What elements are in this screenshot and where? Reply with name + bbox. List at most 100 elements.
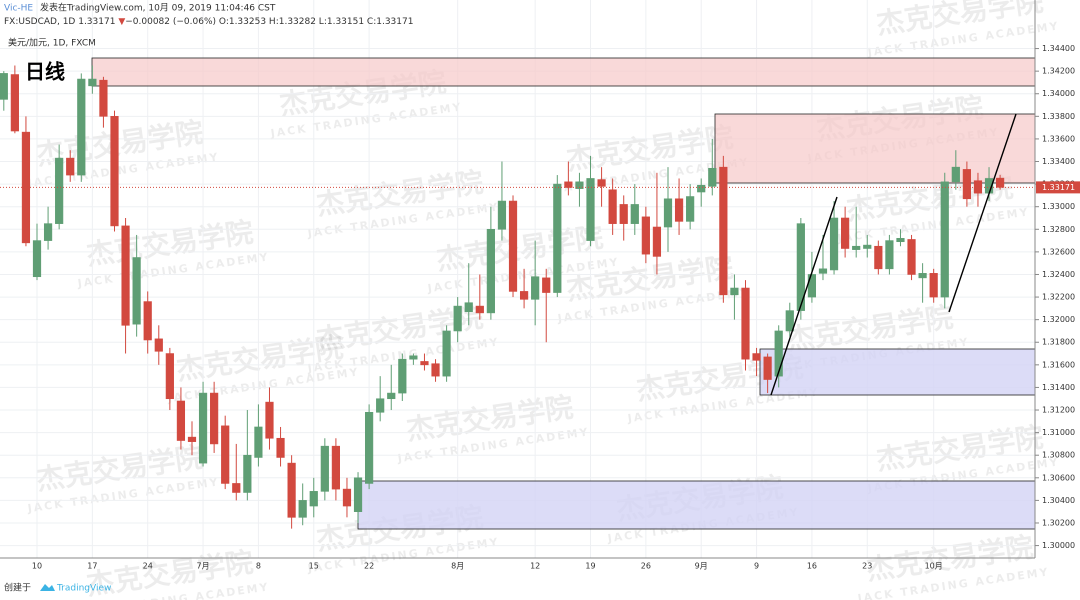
candle-body [519,291,529,300]
candle-body [697,184,706,193]
y-tick-label: 1.33800 [1042,112,1075,121]
candle-body [309,491,318,507]
candle-body [243,454,252,493]
candle-body [10,74,19,132]
y-tick-label: 1.32600 [1042,247,1075,256]
y-tick-label: 1.33400 [1042,157,1075,166]
x-tick-label: 19 [585,562,595,571]
x-tick-label: 23 [862,562,872,571]
y-tick-label: 1.34000 [1042,89,1075,98]
candle-body [896,238,905,243]
candle-body [365,411,374,484]
x-tick-label: 10月 [925,562,943,571]
last-price-label: 1.33171 [1042,183,1075,192]
y-tick-label: 1.32200 [1042,293,1075,302]
candle-body [409,355,418,360]
candle-body [431,363,440,377]
support-zone [759,348,1036,396]
legend-title: 美元/加元, 1D, FXCM [8,37,96,49]
y-tick-label: 1.30400 [1042,496,1075,505]
user-name: Vic-HE [4,4,33,14]
candle-body [608,189,617,224]
candle-body [818,268,828,274]
logo [40,584,55,591]
candle-body [829,217,839,271]
candle-body [785,310,794,332]
candle-body [475,305,484,314]
last-price-box [1036,181,1080,194]
candle-body [807,274,817,298]
candle-body [674,198,684,222]
y-tick-label: 1.33600 [1042,134,1075,143]
candle-body [176,400,186,441]
candle-body [619,204,628,224]
y-tick-label: 1.31200 [1042,406,1075,415]
candle-body [586,178,595,241]
candle-body [719,166,728,296]
candle-body [88,78,97,87]
x-tick-label: 15 [309,562,319,571]
candle-body [663,198,673,228]
candle-body [442,330,451,377]
candle-body [841,217,850,249]
y-tick-label: 1.31000 [1042,428,1075,437]
candle-body [641,216,650,255]
candle-body [951,166,960,183]
candle-body [730,287,739,296]
ohlc: O:1.33253 H:1.33282 L:1.33151 C:1.33171 [219,17,414,27]
y-tick-label: 1.31600 [1042,360,1075,369]
x-tick-label: 17 [87,562,97,571]
candle-body [752,353,761,361]
y-tick-label: 1.32400 [1042,270,1075,279]
candle-body [99,79,108,117]
y-tick-label: 1.30200 [1042,518,1075,527]
candle-body [21,131,31,244]
candle-body [774,330,783,377]
x-tick-label: 8 [256,562,261,571]
footer-created: 创建于 [4,582,31,594]
candle-body [907,239,916,275]
symbol-line: FX:USDCAD, 1D 1.33171 ▼−0.00082 (−0.06%)… [4,17,413,27]
candle-body [254,426,263,458]
candle-body [210,392,219,445]
y-tick-label: 1.30000 [1042,541,1075,550]
y-tick-label: 1.34200 [1042,67,1075,76]
candle-body [995,177,1005,188]
candle-body [353,477,363,512]
candle-body [276,437,285,458]
y-tick-label: 1.31400 [1042,383,1075,392]
candle-body [420,361,429,366]
candle-body [132,257,141,325]
x-tick-label: 7月 [197,562,210,571]
candle-body [32,240,42,278]
candle-body [531,276,540,300]
candle-body [298,500,307,518]
x-tick-label: 24 [143,562,153,571]
y-tick-label: 1.30800 [1042,451,1075,460]
y-tick-label: 1.32000 [1042,315,1075,324]
candles [0,65,1035,529]
candle-body [265,401,274,439]
candle-body [187,436,197,442]
candle-body [198,392,208,464]
candle-body [387,392,396,400]
symbol: FX:USDCAD, 1D 1.33171 [4,17,115,27]
footer-brand: TradingView [56,584,111,594]
candle-body [221,425,230,484]
y-tick-label: 1.31800 [1042,338,1075,347]
candle-body [143,301,152,341]
candle-body [66,157,75,176]
candle-body [453,305,462,332]
candle-body [852,245,861,250]
x-tick-label: 10 [32,562,42,571]
candle-body [55,157,64,224]
candle-body [154,338,163,352]
candle-body [287,462,296,518]
grid [0,0,1035,558]
candle-body [686,196,695,222]
candle-body [464,302,473,313]
candle-body [929,273,938,298]
candle-body [652,226,662,257]
axes: 1.30000 1.30200 1.30400 1.30600 1.30800 1.310… [32,44,1080,571]
